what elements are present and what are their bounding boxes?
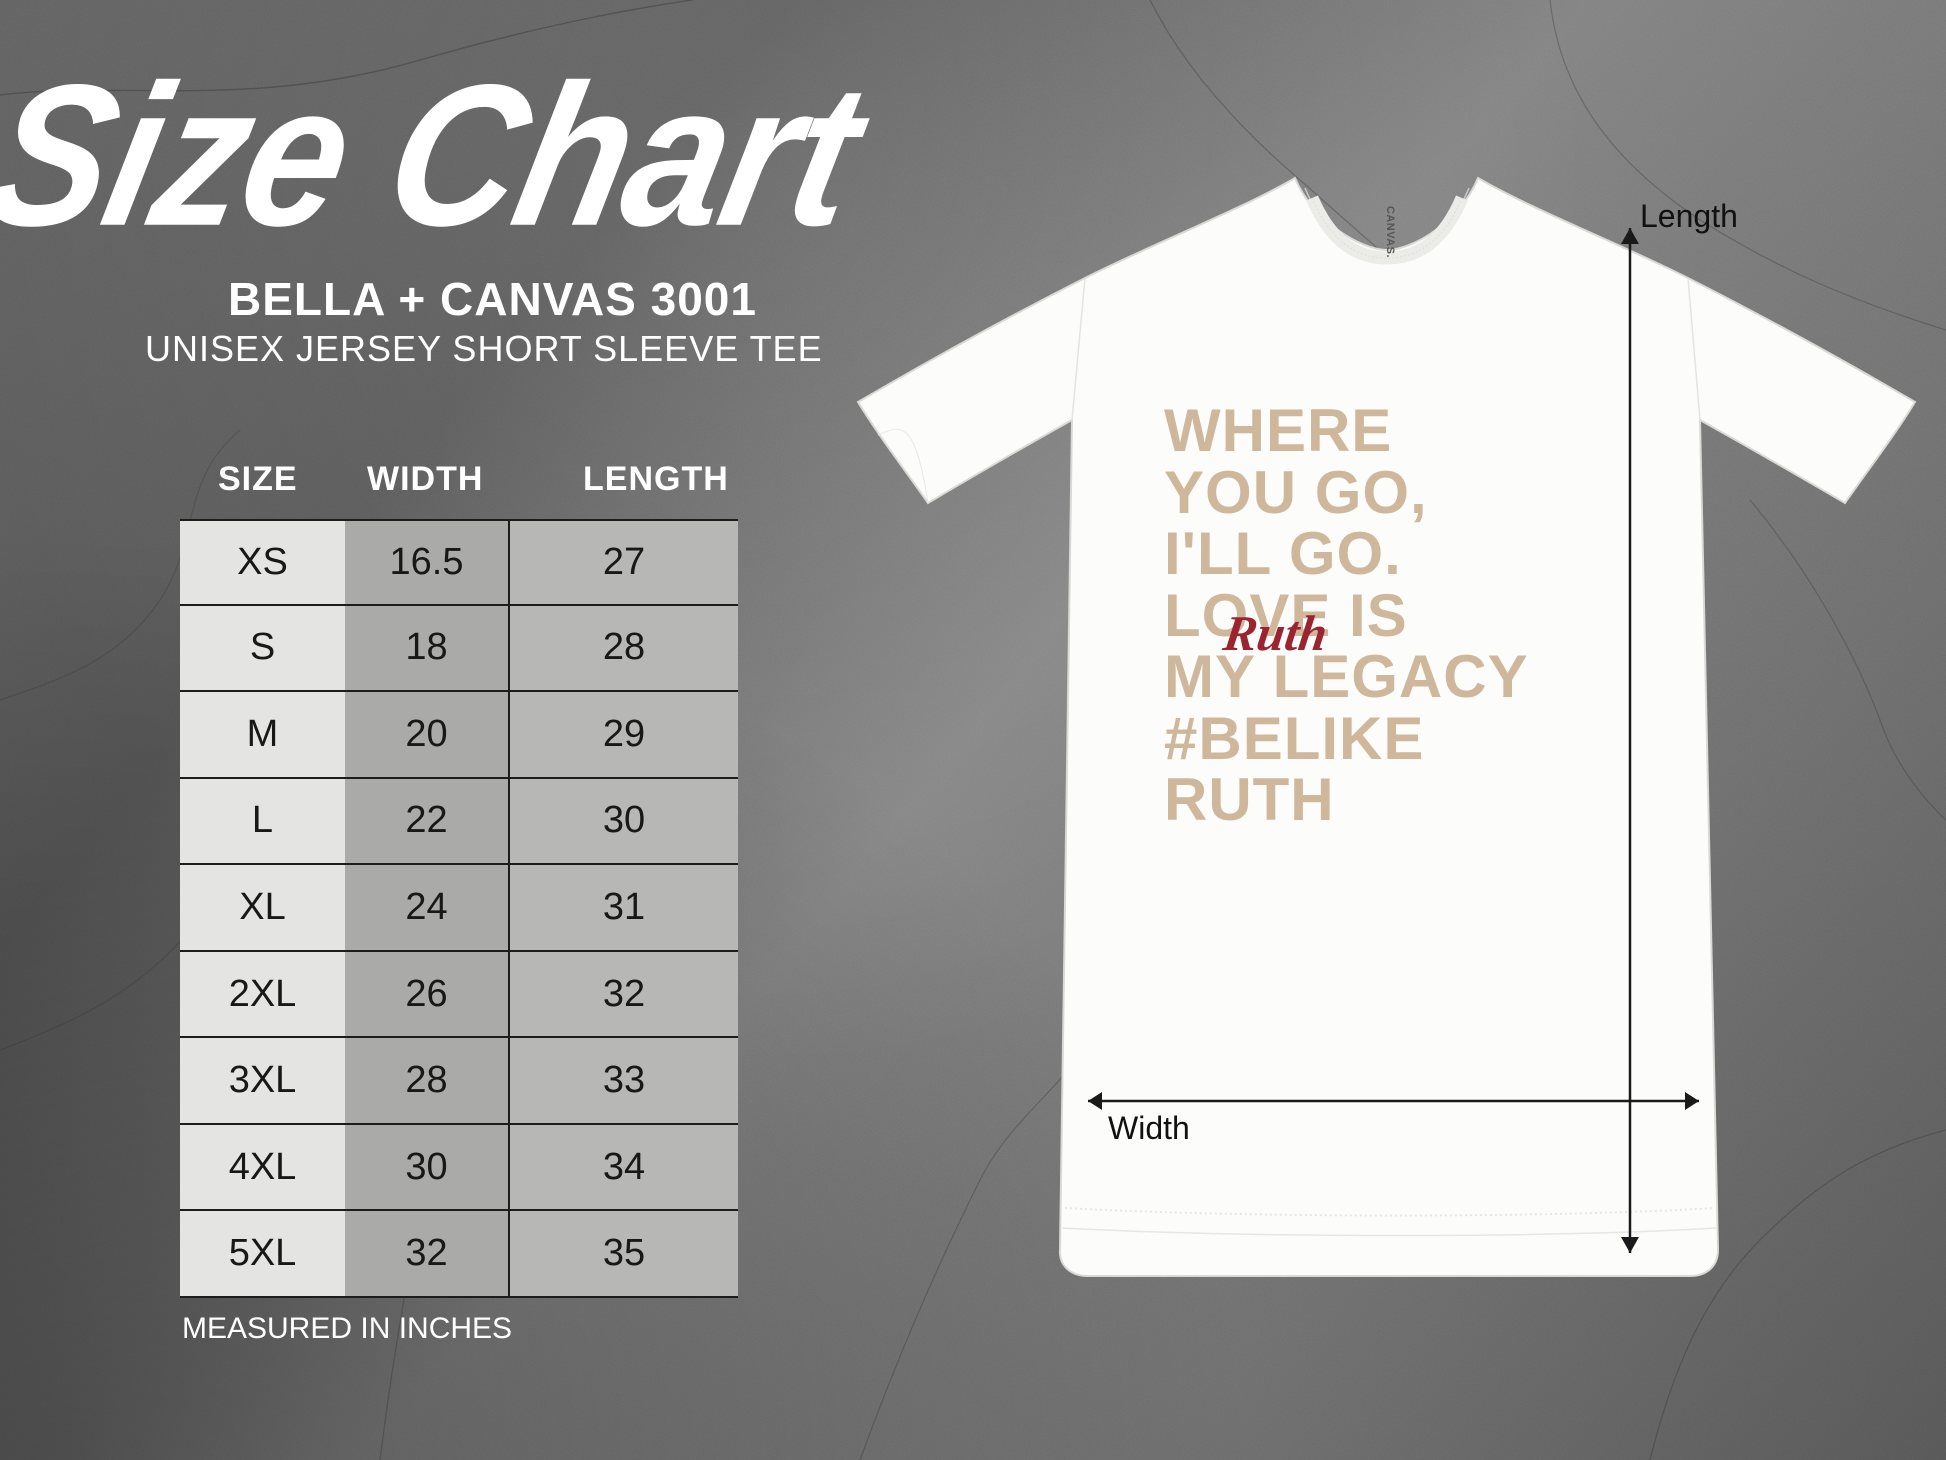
svg-text:CANVAS.: CANVAS. [1384, 206, 1396, 258]
